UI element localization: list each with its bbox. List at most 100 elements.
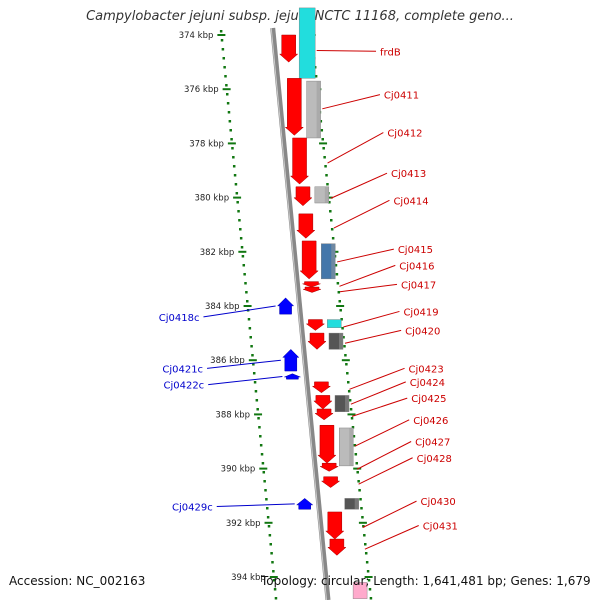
ruler-dot-left (228, 120, 232, 123)
gene-leader-line (337, 248, 394, 263)
forward-gene-cj0412 (289, 137, 310, 185)
ruler-dot-left (259, 444, 263, 447)
gene-label-cj0427: Cj0427 (415, 438, 450, 449)
ruler-dot-right (369, 597, 373, 600)
ruler-dot-right (325, 174, 328, 177)
ruler-dot-left (272, 579, 276, 582)
ruler-dot-left (244, 282, 247, 285)
ruler-dot-right (357, 480, 360, 483)
ruler-dot-left (222, 57, 226, 60)
ruler-dot-left (260, 453, 264, 456)
ruler-dot-left (267, 525, 271, 528)
gene-label-cj0422c: Cj0422c (163, 381, 204, 392)
forward-gene-cj0415 (299, 240, 319, 280)
ruler-dot-right (360, 507, 363, 510)
ruler-label: 380 kbp (194, 194, 229, 204)
forward-gene-cj0411 (284, 78, 304, 136)
gene-label-cj0428: Cj0428 (417, 454, 452, 465)
ruler-dot-left (223, 66, 226, 69)
ruler-dot-right (336, 282, 340, 285)
ruler-dot-left (225, 93, 229, 96)
ruler-dot-left (269, 543, 272, 546)
forward-gene-cj0428 (320, 476, 341, 488)
backbone-highlight (270, 27, 327, 600)
gene-leader-line (322, 94, 381, 110)
ruler-dot-left (262, 471, 266, 474)
ruler-dot-left (257, 417, 260, 420)
forward-gene-cj0420 (307, 332, 327, 350)
forward-gene-cj0431 (327, 538, 347, 556)
forward-gene-cj0426 (317, 424, 337, 464)
ruler-dot-left (231, 147, 234, 150)
ruler-dot-right (334, 264, 338, 267)
gene-leader-line (339, 264, 396, 287)
ruler-dot-right (342, 336, 345, 339)
ruler-dot-right (351, 426, 355, 429)
ruler-label: 378 kbp (189, 139, 224, 149)
gene-leader-line (208, 375, 283, 386)
ruler-dot-right (329, 219, 333, 222)
ruler-dot-right (328, 201, 331, 204)
forward-gene-cj0430 (325, 511, 345, 540)
ruler-dot-left (239, 228, 242, 231)
ruler-dot-right (320, 129, 324, 132)
reverse-gene-cj0429c (295, 498, 314, 510)
ruler-dot-right (323, 156, 326, 159)
ruler-dot-right (361, 516, 364, 519)
ruler-dot-left (237, 210, 240, 213)
ruler-dot-right (358, 489, 361, 492)
ruler-dot-right (366, 570, 370, 573)
forward-gene-cj0424 (313, 395, 333, 410)
ruler-dot-right (349, 408, 353, 411)
ruler-dot-right (355, 462, 359, 465)
ruler-dot-left (251, 354, 254, 357)
forward-gene-cj0423 (311, 381, 332, 394)
forward-gene-cj0413 (293, 186, 313, 207)
ruler-dot-left (273, 588, 277, 591)
ruler-dot-right (338, 300, 341, 303)
gene-label-cj0420: Cj0420 (405, 326, 440, 337)
ruler-dot-left (224, 75, 227, 78)
gene-label-cj0419: Cj0419 (403, 307, 438, 318)
gene-leader-line (356, 441, 412, 470)
ruler-dot-left (265, 498, 268, 501)
ruler-label: 392 kbp (226, 519, 261, 529)
reverse-gene-cj0418c (276, 297, 295, 315)
reverse-gene-cj0421c (282, 349, 300, 372)
ruler-dot-right (314, 75, 318, 78)
ruler-dot-right (346, 372, 349, 375)
ruler-dot-left (242, 264, 246, 267)
gene-leader-line (207, 359, 281, 369)
feature-shade (354, 498, 359, 510)
gene-leader-line (343, 310, 400, 328)
ruler-dot-left (261, 462, 265, 465)
ruler-dot-left (234, 183, 238, 186)
gene-label-cj0413: Cj0413 (391, 169, 426, 180)
ruler-dot-right (321, 138, 324, 141)
ruler-dot-left (247, 318, 251, 321)
gene-label-cj0430: Cj0430 (421, 497, 456, 508)
ruler-dot-left (266, 516, 270, 519)
ruler-dot-right (322, 147, 325, 150)
ruler-dot-right (329, 210, 332, 213)
gene-label-cj0412: Cj0412 (387, 129, 422, 140)
ruler-dot-left (263, 480, 266, 483)
ruler-dot-left (266, 507, 269, 510)
ruler-dot-left (256, 408, 259, 411)
ruler-dot-right (367, 579, 371, 582)
ruler-dot-left (246, 300, 249, 303)
ruler-dot-left (258, 426, 261, 429)
gene-label-cj0423: Cj0423 (409, 364, 444, 375)
feature-shade (338, 333, 343, 350)
ruler-dot-left (221, 48, 225, 51)
ruler-dot-right (362, 525, 365, 528)
ruler-dot-right (344, 354, 347, 357)
gene-label-cj0425: Cj0425 (411, 394, 446, 405)
ruler-dot-left (264, 489, 267, 492)
gene-leader-line (216, 503, 295, 508)
gene-label-cj0415: Cj0415 (398, 245, 433, 256)
forward-gene-frdb (279, 34, 299, 63)
ruler-dot-right (324, 165, 327, 168)
ruler-dot-right (353, 444, 357, 447)
